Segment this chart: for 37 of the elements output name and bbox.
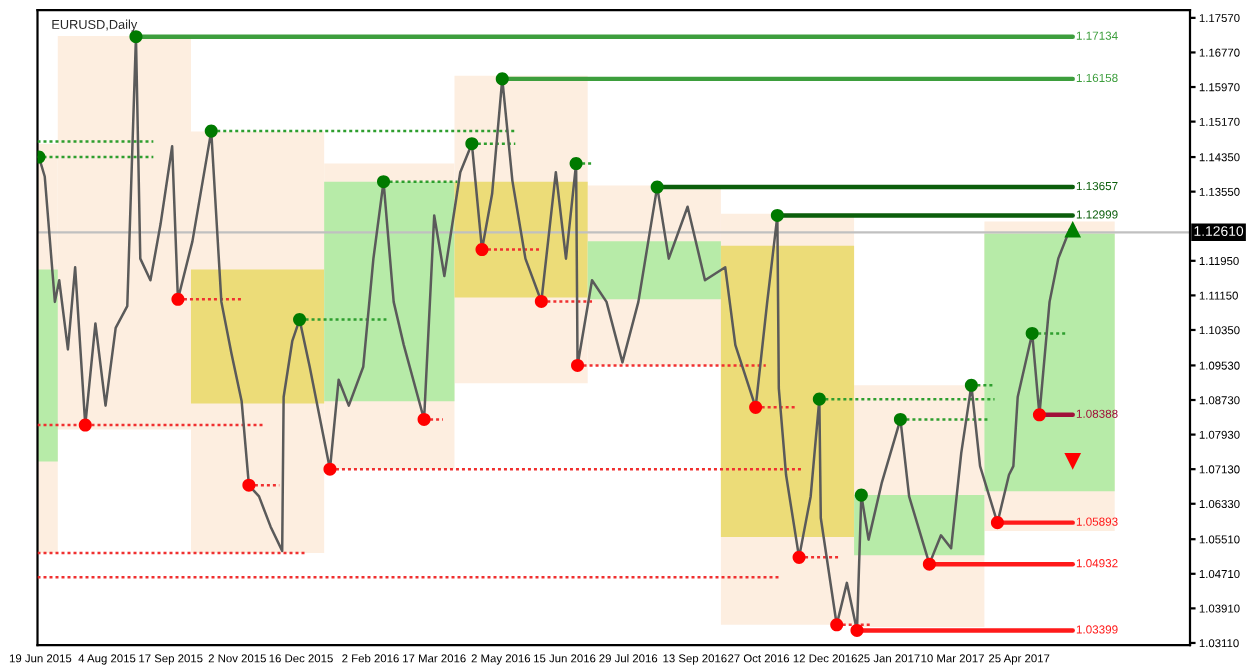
point bbox=[465, 137, 479, 151]
point bbox=[749, 400, 763, 414]
point bbox=[792, 550, 806, 564]
bar bbox=[587, 241, 721, 300]
point bbox=[171, 292, 185, 306]
bar bbox=[324, 181, 455, 402]
bar bbox=[720, 245, 855, 538]
point bbox=[417, 412, 431, 426]
point bbox=[1064, 453, 1082, 470]
point bbox=[650, 180, 664, 194]
point bbox=[990, 516, 1004, 530]
point bbox=[534, 294, 548, 308]
point bbox=[571, 358, 585, 372]
bar bbox=[854, 495, 985, 556]
point bbox=[569, 157, 583, 171]
bar bbox=[984, 233, 1115, 492]
point bbox=[495, 72, 509, 86]
point bbox=[78, 418, 92, 432]
point bbox=[812, 392, 826, 406]
point bbox=[323, 462, 337, 476]
point bbox=[770, 208, 784, 222]
point bbox=[922, 557, 936, 571]
point bbox=[1064, 220, 1082, 238]
point bbox=[850, 623, 864, 637]
point bbox=[475, 243, 489, 257]
point bbox=[204, 124, 218, 138]
point bbox=[1032, 408, 1046, 422]
point bbox=[854, 488, 868, 502]
point bbox=[1025, 326, 1039, 340]
point bbox=[377, 175, 391, 189]
point bbox=[830, 618, 844, 632]
bar bbox=[190, 269, 325, 404]
point bbox=[964, 378, 978, 392]
point bbox=[129, 30, 143, 44]
point bbox=[242, 478, 256, 492]
point bbox=[293, 313, 307, 327]
point bbox=[893, 412, 907, 426]
